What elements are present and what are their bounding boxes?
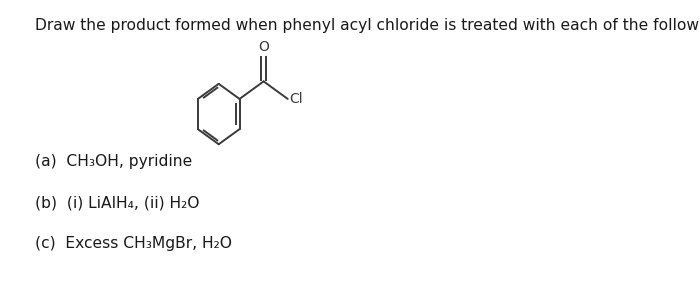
Text: Cl: Cl xyxy=(290,92,303,106)
Text: (b)  (i) LiAlH₄, (ii) H₂O: (b) (i) LiAlH₄, (ii) H₂O xyxy=(35,195,200,210)
Text: Draw the product formed when phenyl acyl chloride is treated with each of the fo: Draw the product formed when phenyl acyl… xyxy=(35,18,700,33)
Text: O: O xyxy=(258,40,269,54)
Text: (a)  CH₃OH, pyridine: (a) CH₃OH, pyridine xyxy=(35,154,192,169)
Text: (c)  Excess CH₃MgBr, H₂O: (c) Excess CH₃MgBr, H₂O xyxy=(35,236,232,251)
